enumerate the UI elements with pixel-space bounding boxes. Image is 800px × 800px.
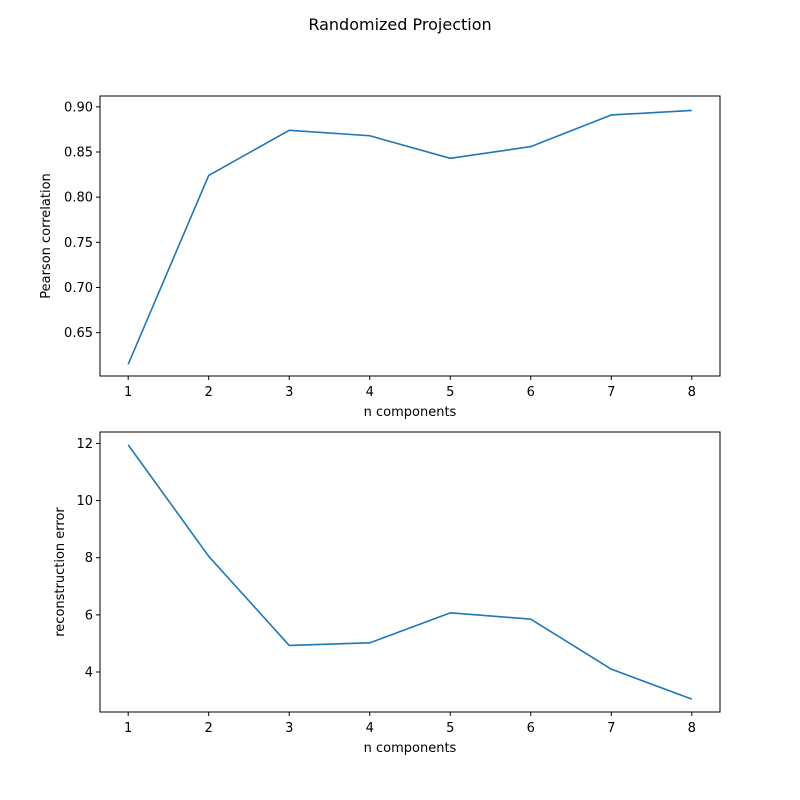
x-tick-label: 5	[446, 721, 454, 736]
x-tick-label: 6	[527, 385, 535, 400]
y-axis-label: Pearson correlation	[39, 173, 54, 299]
y-tick-label: 0.75	[64, 236, 93, 251]
plot-frame	[99, 431, 721, 713]
x-ticks: 1 2 3 4 5 6 7 8	[124, 712, 696, 736]
x-tick-label: 3	[285, 721, 293, 736]
y-tick-label: 8	[85, 551, 93, 566]
y-tick-label: 0.85	[64, 146, 93, 161]
y-tick-label: 12	[76, 437, 93, 452]
y-ticks: 4 6 8 10 12	[76, 437, 100, 681]
x-tick-label: 8	[688, 385, 696, 400]
x-tick-label: 4	[366, 385, 374, 400]
y-axis-label: reconstruction error	[53, 507, 68, 637]
x-tick-label: 5	[446, 385, 454, 400]
figure-title: Randomized Projection	[308, 15, 491, 34]
x-ticks: 1 2 3 4 5 6 7 8	[124, 376, 696, 400]
x-tick-label: 1	[124, 385, 132, 400]
y-tick-label: 10	[76, 494, 93, 509]
series-line	[127, 109, 692, 365]
x-tick-label: 6	[527, 721, 535, 736]
x-tick-label: 7	[607, 385, 615, 400]
y-tick-label: 0.70	[64, 281, 93, 296]
series-group	[127, 444, 693, 700]
y-ticks: 0.65 0.70 0.75 0.80 0.85 0.90	[64, 100, 100, 341]
plot-frame	[99, 95, 721, 377]
y-tick-label: 0.90	[64, 100, 93, 115]
x-tick-label: 7	[607, 721, 615, 736]
x-axis-label: n components	[364, 405, 457, 420]
x-tick-label: 8	[688, 721, 696, 736]
x-tick-label: 1	[124, 721, 132, 736]
x-axis-label: n components	[364, 741, 457, 756]
x-tick-label: 3	[285, 385, 293, 400]
series-group	[127, 109, 692, 365]
x-tick-label: 2	[205, 721, 213, 736]
series-line	[127, 444, 693, 700]
x-tick-label: 2	[205, 385, 213, 400]
y-tick-label: 6	[85, 608, 93, 623]
y-tick-label: 4	[85, 666, 93, 681]
y-tick-label: 0.65	[64, 326, 93, 341]
y-tick-label: 0.80	[64, 191, 93, 206]
x-tick-label: 4	[366, 721, 374, 736]
correlation-plot: 0.65 0.70 0.75 0.80 0.85 0.90 1 2 3 4 5 6 7 8 n comp…	[39, 95, 721, 420]
